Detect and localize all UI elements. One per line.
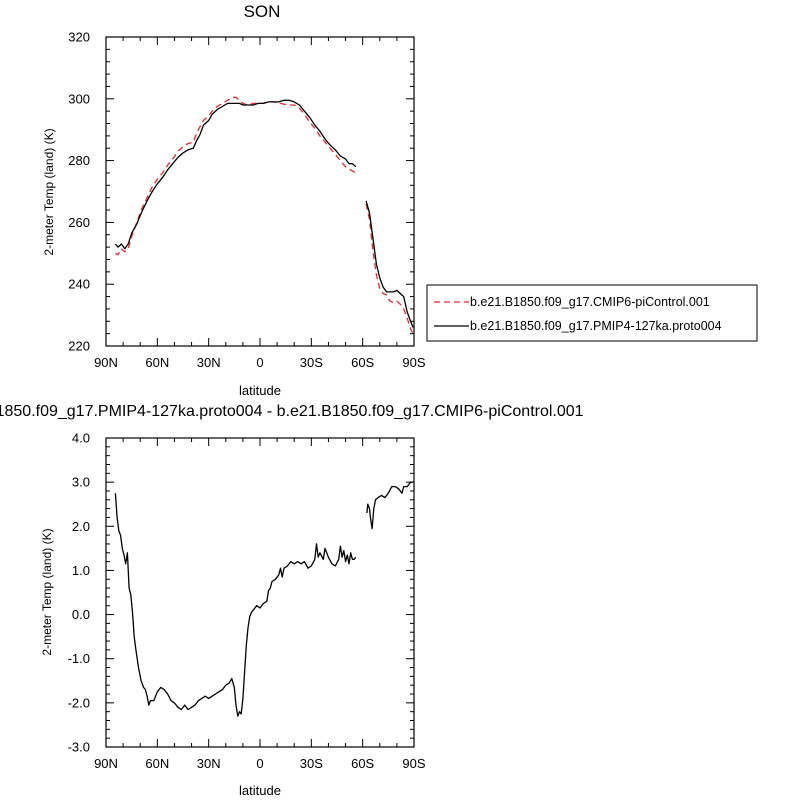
top-chart-xtick-label: 90N [94,355,118,370]
legend: b.e21.B1850.f09_g17.CMIP6-piControl.001 … [426,284,758,342]
top-chart-xtick-label: 30S [300,355,323,370]
bottom-chart-lines [114,481,414,717]
top-chart-series-0-line [115,96,357,256]
bottom-chart-ytick-label: -1.0 [68,651,90,666]
top-chart-ytick-label: 280 [68,153,90,168]
top-chart-xtick-label: 60S [351,355,374,370]
top-chart-ytick-label: 320 [68,30,90,45]
bottom-chart-xtick-label: 60S [351,756,374,771]
bottom-chart-series-0-line [366,481,414,530]
legend-box [426,284,758,342]
top-chart-frame [105,36,415,347]
top-chart-lines [114,96,414,334]
bottom-chart: b.e21.B1850.f09_g17.PMIP4-127ka.proto004… [0,403,584,798]
top-chart-ylabel: 2-meter Temp (land) (K) [42,128,56,255]
bottom-chart-ytick-label: 0.0 [72,607,90,622]
bottom-chart-xtick-label: 30N [197,756,221,771]
top-chart-title: SON [244,2,281,21]
bottom-chart-ylabel: 2-meter Temp (land) (K) [40,528,54,655]
bottom-chart-xtick-label: 60N [145,756,169,771]
bottom-chart-ytick-label: 2.0 [72,519,90,534]
top-chart-xtick-label: 0 [256,355,263,370]
bottom-chart-xtick-label: 90S [402,756,425,771]
top-chart-series-0-line [365,203,414,334]
top-chart: SON 2-meter Temp (land) (K) latitude 90N… [42,2,426,398]
bottom-chart-xtick-label: 0 [256,756,263,771]
bottom-chart-ytick-label: 1.0 [72,563,90,578]
bottom-chart-series-0-line [114,493,357,717]
bottom-chart-ytick-label: -3.0 [68,740,90,755]
top-chart-ytick-label: 300 [68,91,90,106]
bottom-chart-ticks: 90N 60N 30N 0 30S 60S 90S -3.0 -2.0 -1.0 0.0 1.0 2.0… [68,431,426,772]
top-chart-series-1-line [114,99,357,250]
legend-label-control: b.e21.B1850.f09_g17.CMIP6-piControl.001 [470,295,710,309]
top-chart-xtick-label: 60N [145,355,169,370]
bottom-chart-ytick-label: 4.0 [72,431,90,446]
bottom-chart-ytick-label: 3.0 [72,475,90,490]
top-chart-ytick-label: 220 [68,339,90,354]
top-chart-ytick-label: 260 [68,215,90,230]
bottom-chart-xtick-label: 90N [94,756,118,771]
top-chart-xlabel: latitude [239,383,281,398]
bottom-chart-xtick-label: 30S [300,756,323,771]
bottom-chart-xlabel: latitude [239,783,281,798]
bottom-chart-ytick-label: -2.0 [68,695,90,710]
top-chart-ticks: 90N 60N 30N 0 30S 60S 90S 220 240 260 280 300 320 [68,30,426,371]
bottom-chart-frame [105,437,415,748]
bottom-chart-title: b.e21.B1850.f09_g17.PMIP4-127ka.proto004… [0,403,584,420]
top-chart-series-1-line [365,200,414,328]
legend-label-proto004: b.e21.B1850.f09_g17.PMIP4-127ka.proto004 [470,319,722,333]
top-chart-ytick-label: 240 [68,277,90,292]
top-chart-xtick-label: 30N [197,355,221,370]
top-chart-xtick-label: 90S [402,355,425,370]
